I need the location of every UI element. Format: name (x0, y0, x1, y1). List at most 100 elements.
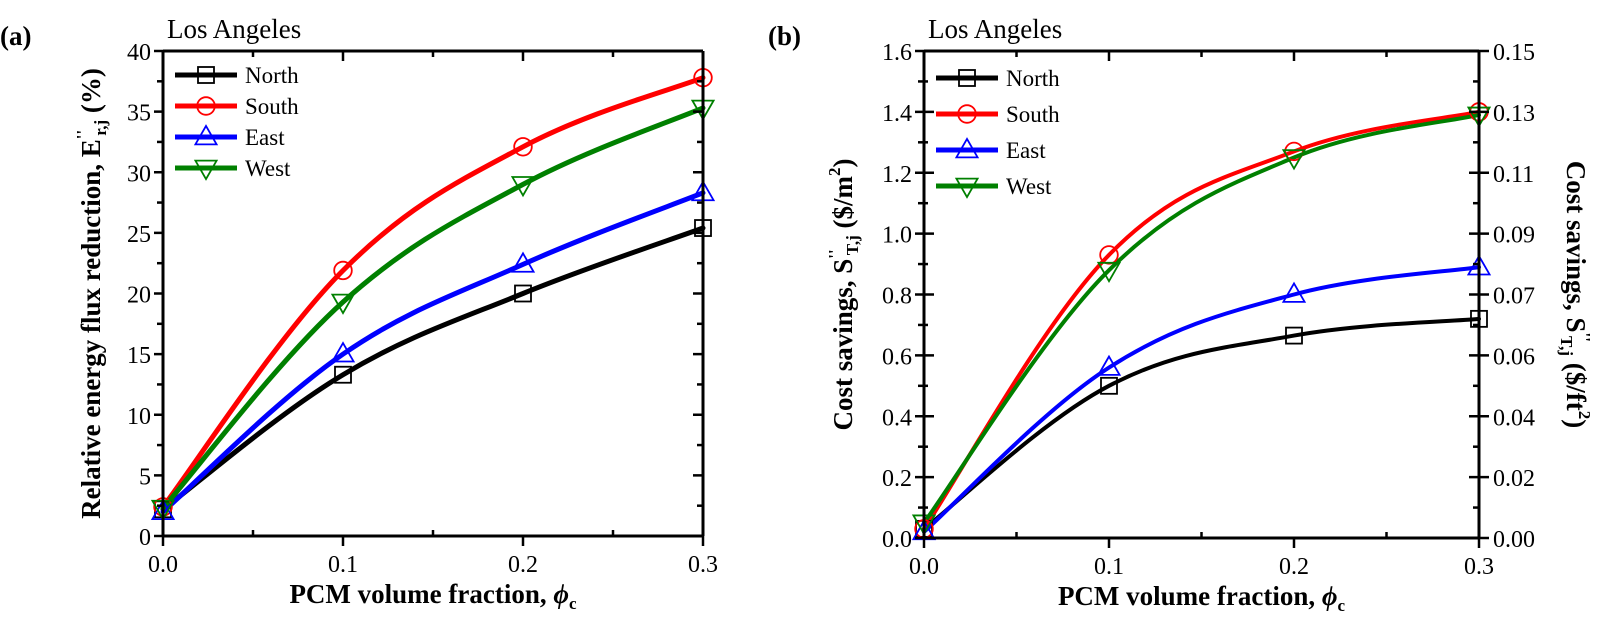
legend-marker-triangle-up (193, 124, 219, 146)
y-tick-label: 0.0 (882, 527, 912, 553)
data-point-north-2 (514, 284, 532, 303)
y-axis-title-sup: '' (73, 130, 92, 139)
panel-label: (b) (768, 21, 801, 51)
y-tick-label: 1.6 (882, 40, 912, 66)
y2-tick-label: 0.00 (1493, 527, 1535, 553)
legend-item-west: West (175, 156, 291, 181)
series-line-west (160, 105, 706, 511)
legend-item-east: East (175, 124, 285, 150)
data-point-south-1 (333, 260, 353, 281)
y-tick-label: 0.8 (882, 284, 912, 310)
data-point-east-2 (1281, 281, 1307, 303)
y2-tick-label: 0.09 (1493, 223, 1535, 249)
y-tick-label: 5 (139, 464, 151, 490)
x-axis-title: PCM volume fraction, ϕc (289, 579, 577, 613)
x-tick-label: 0.3 (1464, 554, 1494, 580)
y-axis-title-sup: '' (825, 249, 844, 258)
legend-label: East (245, 125, 285, 150)
y-tick-label: 30 (127, 161, 151, 187)
legend-marker-triangle-down (954, 177, 980, 199)
x-axis-title: PCM volume fraction, ϕc (1058, 581, 1346, 615)
data-point-north-1 (334, 365, 352, 384)
data-point-north-1 (1100, 376, 1118, 395)
series-group (911, 102, 1492, 541)
ticks (915, 49, 1489, 548)
y-tick-label: 15 (127, 343, 151, 369)
y2-axis-title-sub: T,j (1557, 336, 1576, 356)
data-point-west-2 (1281, 149, 1307, 171)
y-tick-label: 35 (127, 101, 151, 127)
legend-item-west: West (936, 174, 1052, 199)
x-tick-label: 0.1 (1094, 554, 1124, 580)
x-tick-label: 0.0 (148, 552, 178, 578)
x-tick-label: 0.3 (688, 552, 718, 578)
x-tick-label: 0.1 (328, 552, 358, 578)
x-axis-title-main: PCM volume fraction, (1058, 581, 1322, 611)
legend: North South East West (936, 66, 1060, 199)
y-tick-label: 40 (127, 40, 151, 66)
data-point-east-1 (330, 341, 356, 363)
legend-marker-triangle-up (954, 137, 980, 159)
legend-item-south: South (175, 94, 299, 119)
legend-item-north: North (936, 66, 1060, 91)
legend-marker-circle (196, 96, 216, 116)
x-axis-title-symbol: ϕ (1322, 581, 1338, 611)
y2-tick-label: 0.15 (1493, 40, 1535, 66)
y-axis-title-sub: r,j (91, 120, 110, 136)
panel-b: (b) Los Angeles 0.0 0.1 0.2 0.3 0.0 0.2 0.4 0.6 0.… (768, 14, 1594, 615)
y2-tick-label: 0.06 (1493, 344, 1535, 370)
legend-label: South (245, 94, 299, 119)
x-axis-title-sub: c (569, 594, 577, 613)
data-point-north-2 (1285, 326, 1303, 345)
x-tick-label: 0.2 (508, 552, 538, 578)
data-point-west-2 (510, 176, 536, 198)
y-axis-title-unit-sup: 2 (825, 168, 844, 177)
legend-item-north: North (175, 63, 299, 88)
y-tick-label: 1.4 (882, 101, 912, 127)
y2-tick-label: 0.13 (1493, 101, 1535, 127)
y-tick-label: 20 (127, 283, 151, 309)
ticks (154, 49, 705, 546)
data-point-west-1 (1096, 261, 1122, 283)
y2-axis-title-sup: '' (1575, 333, 1594, 342)
y-axis-title-sub: T,j (843, 235, 862, 255)
y-tick-label: 1.0 (882, 223, 912, 249)
series-line-south (160, 75, 706, 510)
series-group (150, 67, 716, 521)
series-line-west (922, 112, 1481, 525)
y-tick-label: 0.2 (882, 466, 912, 492)
data-point-south-1 (1099, 245, 1119, 265)
legend-label: North (245, 63, 299, 88)
series-line-north (922, 316, 1481, 531)
series-line-east (160, 190, 706, 515)
x-axis-title-symbol: ϕ (553, 579, 569, 609)
y-axis-title: Cost savings, S''T,j ($/m2) (825, 159, 862, 431)
y2-axis-title: Cost savings, S''T,j ($/ft2) (1557, 161, 1594, 428)
legend-label: North (1006, 66, 1060, 91)
y2-tick-label: 0.11 (1493, 162, 1534, 188)
y-tick-label: 25 (127, 222, 151, 248)
panel-label: (a) (0, 21, 31, 51)
legend-label: South (1006, 102, 1060, 127)
y2-tick-label: 0.02 (1493, 466, 1535, 492)
y-axis-title: Relative energy flux reduction, E''r,j (… (73, 68, 110, 519)
y2-axis-title-close: ) (1561, 419, 1591, 428)
y-tick-label: 10 (127, 404, 151, 430)
legend-item-south: South (936, 102, 1060, 127)
y-axis-title-main: Cost savings, S (828, 259, 858, 431)
series-line-east (922, 265, 1481, 534)
y2-tick-label: 0.07 (1493, 284, 1535, 310)
x-axis-title-main: PCM volume fraction, (289, 579, 553, 609)
y-axis-title-unit: ($/m (828, 175, 858, 235)
legend-marker-triangle-down (193, 159, 219, 181)
y-axis-title-main: Relative energy flux reduction, E (76, 139, 106, 519)
data-point-south-2 (1284, 141, 1304, 162)
legend-marker-square (958, 69, 976, 87)
data-point-south-2 (513, 137, 533, 157)
y-tick-label: 0 (139, 525, 151, 551)
y2-axis-title-unit-sup: 2 (1575, 411, 1594, 420)
y-tick-label: 1.2 (882, 162, 912, 188)
y-axis-title-unit: (%) (76, 68, 106, 120)
legend-label: West (1006, 174, 1052, 199)
